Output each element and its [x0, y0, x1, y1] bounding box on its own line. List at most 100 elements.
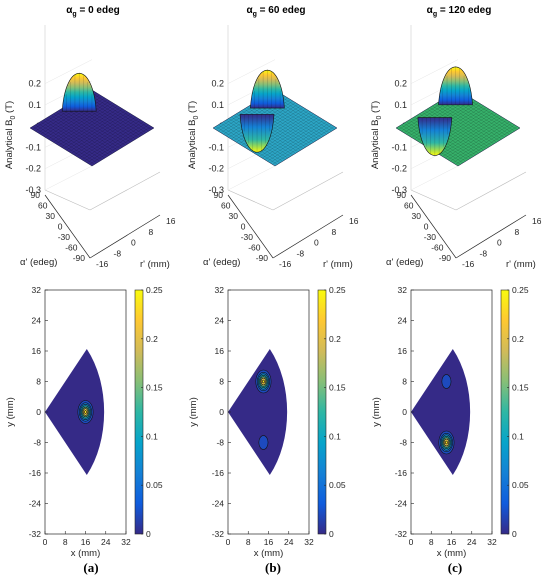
- x-axis-label: x (mm): [254, 548, 284, 559]
- x-tick-label: 24: [284, 537, 294, 547]
- alpha-axis: [44, 194, 91, 259]
- r-axis: [272, 214, 344, 259]
- surface-trough: [239, 114, 275, 153]
- colorbar-tick-label: 0.2: [146, 334, 158, 344]
- y-tick-label: 0: [36, 407, 41, 417]
- x-tick-label: 24: [101, 537, 111, 547]
- x-tick-label: 16: [81, 537, 91, 547]
- colorbar-tick-label: 0.1: [146, 431, 158, 441]
- y-axis-label: y (mm): [188, 397, 199, 427]
- title-subscript: g: [433, 11, 437, 18]
- alpha-tick-label: -60: [248, 243, 261, 253]
- z-gridline: [410, 59, 459, 84]
- mesh-line: [426, 108, 490, 148]
- field-domain: [45, 349, 105, 475]
- title-value: = 60 edeg: [257, 5, 306, 16]
- surface-peak: [61, 73, 97, 112]
- r-tick-label: -8: [297, 248, 305, 258]
- alpha-tick-label: 30: [229, 211, 239, 221]
- mesh-line: [71, 115, 134, 154]
- mesh-line: [264, 121, 327, 160]
- z-label-unit: (T): [187, 101, 198, 116]
- z-tick-label: -0.1: [25, 142, 41, 152]
- mesh-line: [261, 119, 325, 159]
- y-tick-label: -24: [29, 499, 42, 509]
- alpha-axis: [227, 194, 274, 259]
- mesh-line: [267, 123, 330, 162]
- z-tick-label: -0.1: [208, 142, 224, 152]
- mesh-line: [424, 110, 487, 149]
- mesh-line: [55, 112, 118, 151]
- colorbar-tick-label: 0.2: [512, 334, 524, 344]
- mesh-line: [251, 104, 314, 143]
- mesh-line: [254, 102, 317, 141]
- surface-plot-b: αg = 60 edeg 0.2 0.1 0 -0.1 -0.2 -0.3 Analytica…: [187, 5, 359, 270]
- y-tick-label: 32: [398, 285, 408, 295]
- mesh-line: [47, 100, 111, 140]
- mesh-line: [73, 116, 137, 156]
- colorbar-tick-label: 0.05: [512, 480, 529, 490]
- x-tick-label: 8: [429, 537, 434, 547]
- contour-group: [255, 369, 272, 450]
- r-tick-label: -16: [462, 259, 475, 269]
- y-tick-label: -32: [212, 529, 225, 539]
- box-edge: [89, 171, 161, 211]
- r-tick-label: -16: [279, 259, 292, 269]
- mesh-line: [45, 99, 108, 138]
- title-subscript: g: [72, 11, 76, 18]
- mesh-line: [272, 126, 335, 165]
- mesh-line: [86, 124, 149, 163]
- colorbar-tick-label: 0.1: [512, 431, 524, 441]
- colorbar-tick-label: 0.15: [512, 383, 529, 393]
- contour-level: [445, 440, 448, 445]
- mesh-line: [86, 93, 149, 132]
- colorbar-tick-label: 0: [512, 529, 517, 539]
- r-tick-label: 0: [497, 238, 502, 248]
- z-label-main: Analytical B: [370, 120, 381, 170]
- r-axis-label: r' (mm): [140, 259, 170, 270]
- z-tick-label: 0.1: [394, 100, 407, 110]
- y-tick-label: -32: [395, 529, 408, 539]
- mesh-line: [89, 91, 152, 130]
- mesh-line: [447, 121, 510, 160]
- surface-peak: [438, 66, 473, 106]
- alpha-axis-label: α' (edeg): [386, 257, 423, 268]
- field-domain: [411, 349, 471, 475]
- title-value: = 120 edeg: [437, 5, 491, 16]
- alpha-axis: [410, 194, 457, 259]
- r-axis: [89, 214, 161, 259]
- mesh-line: [450, 123, 513, 162]
- field-domain: [228, 349, 288, 475]
- z-tick-label: -0.3: [25, 185, 41, 195]
- y-tick-label: -32: [29, 529, 42, 539]
- surface-plane: [212, 89, 338, 167]
- alpha-tick-label: 30: [412, 211, 422, 221]
- colorbar-tick-label: 0.15: [329, 383, 346, 393]
- contour-level: [262, 379, 265, 384]
- y-tick-label: 8: [402, 377, 407, 387]
- r-tick-label: 16: [532, 216, 542, 226]
- colorbar-tick-label: 0.25: [146, 285, 163, 295]
- y-tick-label: 16: [32, 346, 42, 356]
- colorbar-tick-label: 0.25: [329, 285, 346, 295]
- mesh-line: [47, 116, 111, 156]
- z-tick-label: -0.1: [391, 142, 407, 152]
- z-axis-label: Analytical B0 (T): [370, 101, 383, 169]
- mesh-line: [50, 102, 113, 141]
- mesh-line: [437, 115, 500, 154]
- surface-plot-a: αg = 0 edeg 0.2 0.1 0 -0.1 -0.2 -0.3 Analytical…: [4, 5, 176, 270]
- surface-title: αg = 120 edeg: [427, 5, 492, 18]
- mesh-line: [249, 105, 312, 144]
- mesh-line: [439, 100, 503, 140]
- contour-level: [84, 410, 87, 414]
- mesh-line: [429, 107, 492, 146]
- colorbar: [500, 289, 510, 535]
- z-label-sub: 0: [10, 116, 17, 120]
- z-tick-label: -0.2: [391, 164, 407, 174]
- mesh-line: [68, 113, 131, 152]
- alpha-axis-label: α' (edeg): [203, 257, 240, 268]
- z-label-main: Analytical B: [187, 120, 198, 170]
- x-tick-label: 24: [467, 537, 477, 547]
- contour-level: [258, 435, 269, 450]
- alpha-tick-label: -60: [431, 243, 444, 253]
